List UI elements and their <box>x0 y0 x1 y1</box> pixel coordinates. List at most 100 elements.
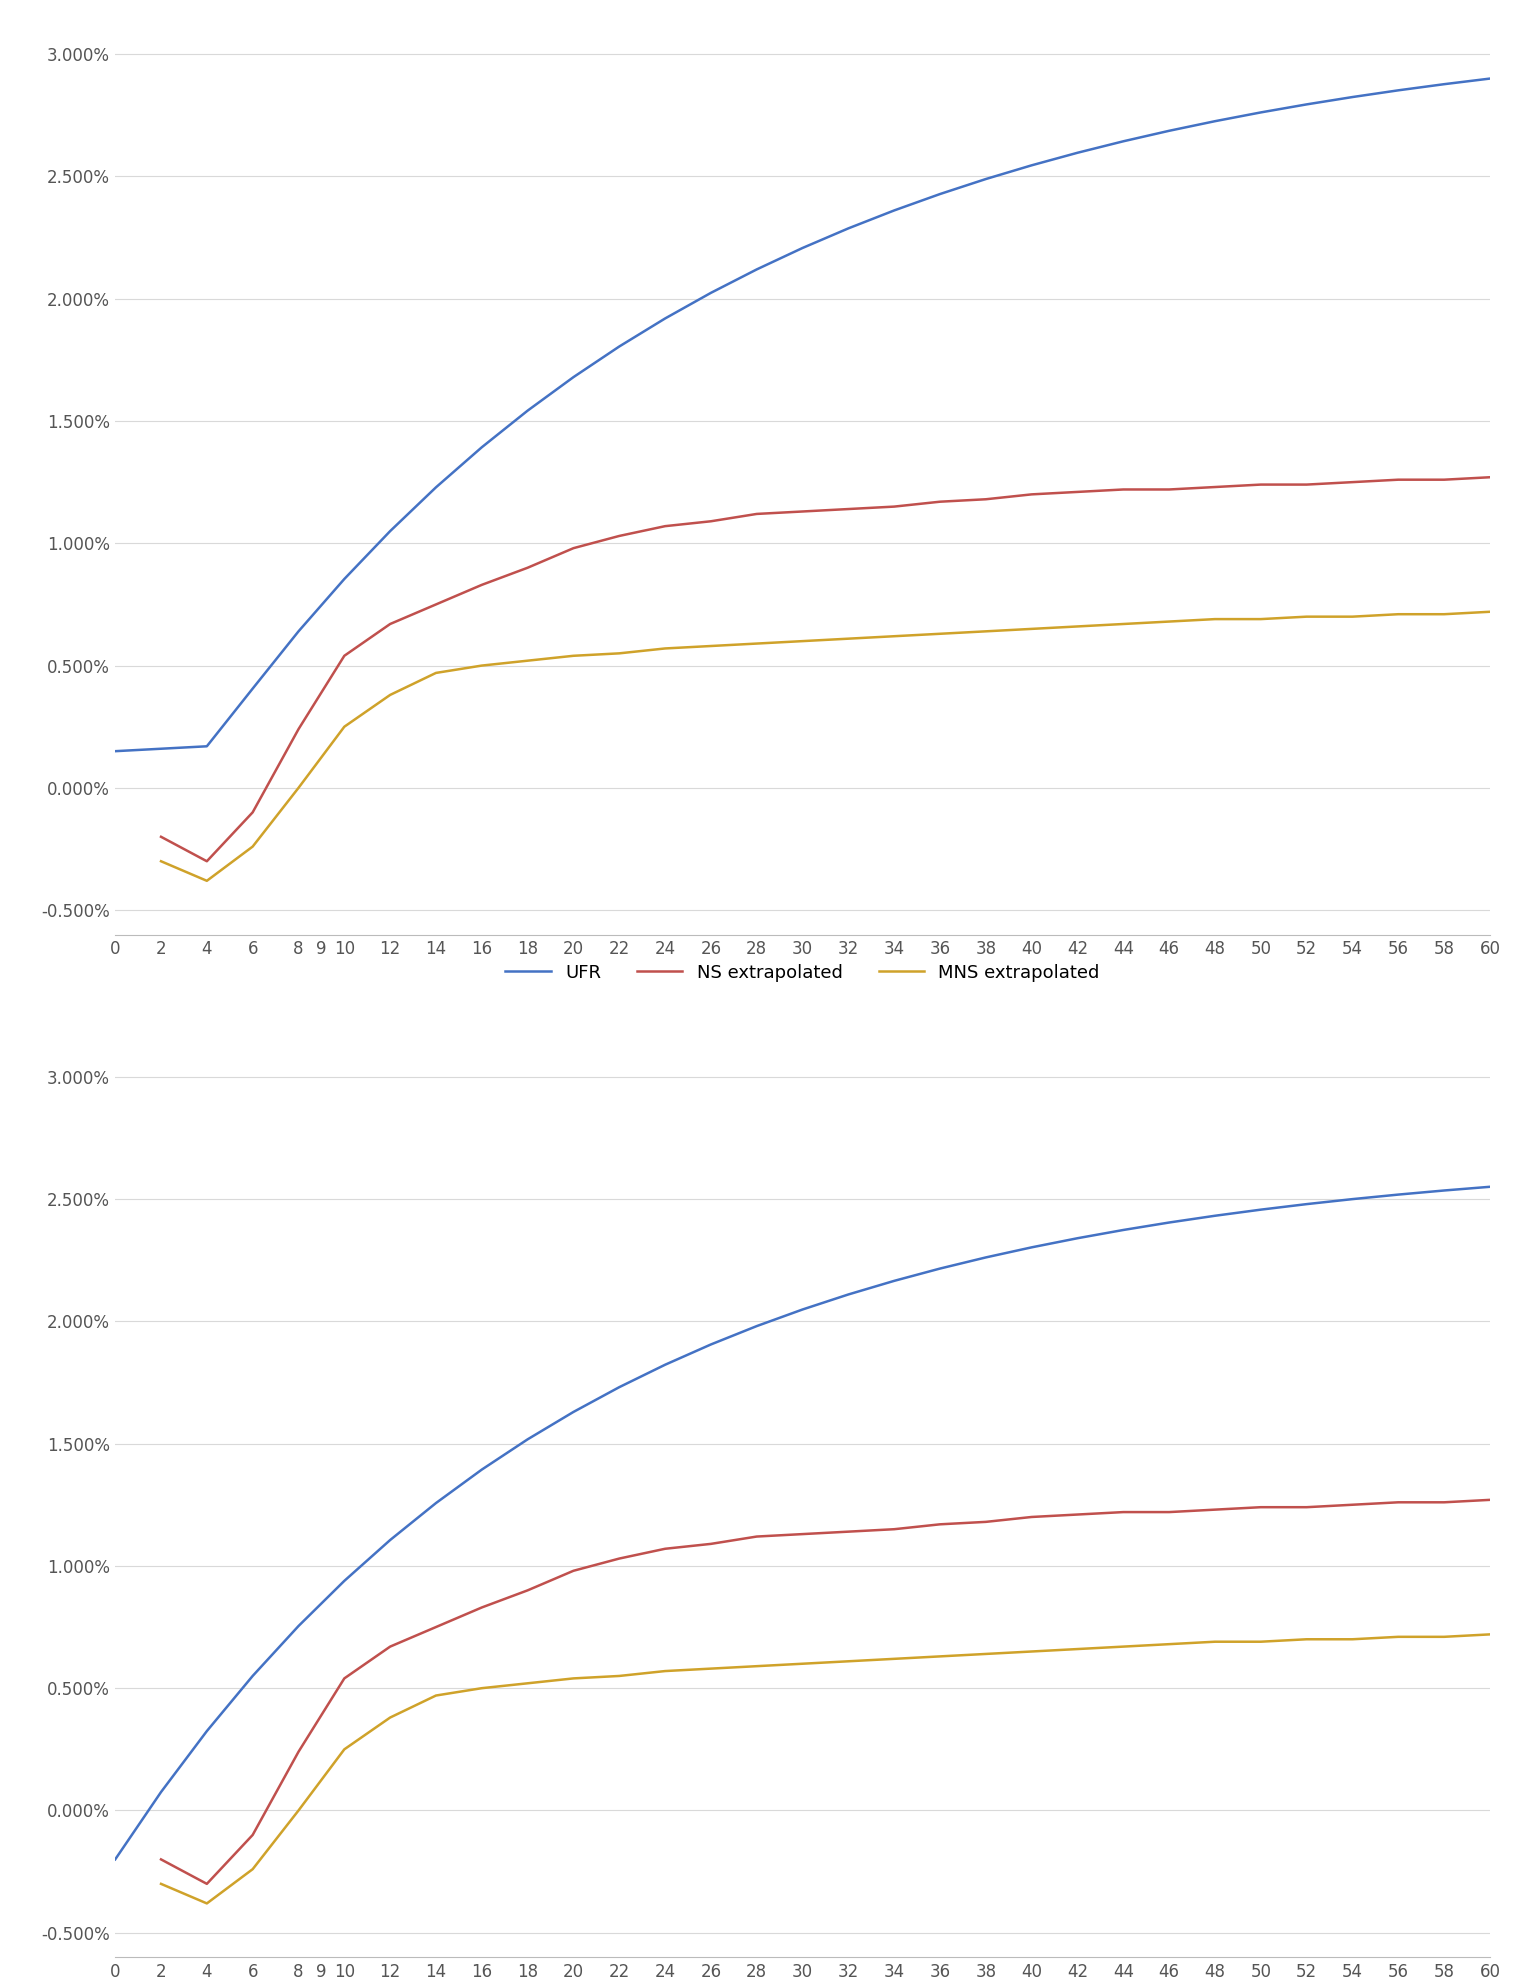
Line: MNS extrapolated: MNS extrapolated <box>161 1635 1490 1904</box>
NS extrapolated <box>656 1536 674 1560</box>
MNS extrapolated <box>1298 605 1316 629</box>
NS extrapolated <box>610 1546 628 1570</box>
NS extrapolated <box>977 1510 995 1534</box>
NS extrapolated <box>1023 1504 1041 1528</box>
NS extrapolated <box>1206 1499 1224 1522</box>
UFR shifted <box>243 1665 261 1688</box>
UFR <box>427 474 445 498</box>
UFR <box>1252 101 1270 125</box>
MNS extrapolated <box>793 1653 811 1676</box>
NS extrapolated <box>1252 1495 1270 1518</box>
NS extrapolated <box>839 496 857 520</box>
NS extrapolated <box>1389 469 1407 492</box>
UFR shifted <box>610 1376 628 1400</box>
MNS extrapolated <box>1206 607 1224 631</box>
Line: UFR shifted: UFR shifted <box>115 1186 1490 1860</box>
MNS extrapolated <box>427 660 445 684</box>
NS extrapolated <box>198 850 217 874</box>
UFR <box>702 281 720 304</box>
UFR <box>1068 140 1086 164</box>
MNS extrapolated <box>1114 613 1132 637</box>
NS extrapolated <box>427 1615 445 1639</box>
NS extrapolated <box>289 1740 307 1763</box>
NS extrapolated <box>243 1823 261 1847</box>
MNS extrapolated <box>243 834 261 858</box>
MNS extrapolated <box>518 1671 538 1694</box>
MNS extrapolated <box>1481 599 1499 623</box>
Line: UFR: UFR <box>115 79 1490 751</box>
UFR <box>885 198 903 221</box>
MNS extrapolated <box>1252 1629 1270 1653</box>
MNS extrapolated <box>335 716 353 739</box>
UFR shifted <box>518 1427 538 1451</box>
UFR shifted <box>702 1332 720 1356</box>
NS extrapolated <box>931 490 949 514</box>
NS extrapolated <box>1160 478 1178 502</box>
MNS extrapolated <box>564 645 582 668</box>
NS extrapolated <box>1435 469 1453 492</box>
MNS extrapolated <box>1481 1623 1499 1647</box>
UFR shifted <box>473 1457 492 1481</box>
NS extrapolated <box>198 1872 217 1896</box>
NS extrapolated <box>381 1635 399 1659</box>
UFR <box>243 676 261 700</box>
MNS extrapolated <box>1342 1627 1362 1651</box>
UFR shifted <box>1160 1210 1178 1234</box>
NS extrapolated <box>152 1848 170 1872</box>
NS extrapolated <box>610 524 628 548</box>
MNS extrapolated <box>381 684 399 708</box>
NS extrapolated <box>518 1578 538 1601</box>
UFR shifted <box>1389 1182 1407 1206</box>
MNS extrapolated <box>1435 603 1453 627</box>
NS extrapolated <box>1114 1501 1132 1524</box>
MNS extrapolated <box>1342 605 1362 629</box>
UFR shifted <box>427 1491 445 1514</box>
NS extrapolated <box>381 613 399 637</box>
NS extrapolated <box>656 514 674 538</box>
MNS extrapolated <box>839 627 857 650</box>
NS extrapolated <box>1481 1489 1499 1512</box>
NS extrapolated <box>1298 473 1316 496</box>
MNS extrapolated <box>518 648 538 672</box>
NS extrapolated <box>793 500 811 524</box>
NS extrapolated <box>1342 471 1362 494</box>
MNS extrapolated <box>335 1738 353 1762</box>
MNS extrapolated <box>243 1856 261 1880</box>
UFR shifted <box>839 1283 857 1307</box>
MNS extrapolated <box>289 1799 307 1823</box>
MNS extrapolated <box>656 637 674 660</box>
UFR <box>977 168 995 192</box>
NS extrapolated <box>1068 1503 1086 1526</box>
MNS extrapolated <box>1389 603 1407 627</box>
UFR shifted <box>748 1315 766 1338</box>
UFR shifted <box>289 1613 307 1637</box>
MNS extrapolated <box>1023 617 1041 641</box>
NS extrapolated <box>335 645 353 668</box>
MNS extrapolated <box>1160 609 1178 633</box>
UFR <box>793 235 811 259</box>
NS extrapolated <box>1206 474 1224 498</box>
NS extrapolated <box>748 502 766 526</box>
UFR shifted <box>1481 1174 1499 1198</box>
MNS extrapolated <box>1389 1625 1407 1649</box>
NS extrapolated <box>839 1520 857 1544</box>
NS extrapolated <box>1114 478 1132 502</box>
UFR shifted <box>931 1257 949 1281</box>
UFR shifted <box>977 1246 995 1269</box>
MNS extrapolated <box>381 1706 399 1730</box>
UFR <box>839 217 857 241</box>
UFR <box>1389 79 1407 103</box>
NS extrapolated <box>1481 465 1499 488</box>
UFR <box>198 733 217 757</box>
MNS extrapolated <box>610 1665 628 1688</box>
UFR shifted <box>381 1528 399 1552</box>
MNS extrapolated <box>748 1655 766 1678</box>
UFR <box>518 399 538 423</box>
MNS extrapolated <box>931 1645 949 1669</box>
UFR <box>656 306 674 330</box>
UFR <box>1342 85 1362 109</box>
UFR shifted <box>793 1297 811 1321</box>
UFR <box>381 520 399 544</box>
NS extrapolated <box>793 1522 811 1546</box>
NS extrapolated <box>473 1595 492 1619</box>
